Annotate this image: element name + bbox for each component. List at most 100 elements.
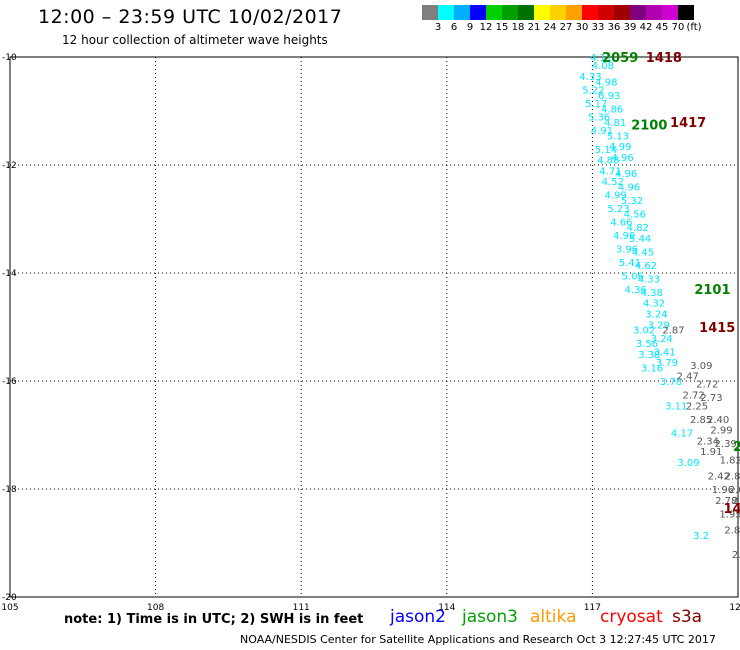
scale-swatch: [598, 5, 614, 20]
swh-value-label: 2.85: [725, 472, 740, 483]
scale-swatch: [582, 5, 598, 20]
swh-value-label: 4.91: [591, 126, 613, 137]
swh-value-label: 3.24: [645, 310, 667, 321]
pass-time-label: 2100: [631, 119, 667, 134]
swh-value-label: 3.29: [648, 320, 670, 331]
scale-swatch: [534, 5, 550, 20]
scale-swatch: [502, 5, 518, 20]
swh-value-label: 3.79: [656, 358, 678, 369]
scale-label: 30: [575, 22, 589, 33]
swh-value-label: 2.8: [724, 526, 740, 537]
lat-tick-label: -16: [2, 377, 17, 387]
swh-value-label: 3.96: [616, 245, 638, 256]
scale-label: 70: [671, 22, 685, 33]
swh-value-label: 5.22: [582, 85, 604, 96]
pass-time-label: 2059: [602, 51, 638, 66]
lat-tick-label: -20: [2, 593, 17, 603]
scale-label: 18: [511, 22, 525, 33]
swh-value-label: 1.91: [700, 447, 722, 458]
swh-value-label: 4.11: [590, 53, 612, 64]
scale-label: 24: [543, 22, 557, 33]
swh-value-label: 4.99: [604, 191, 626, 202]
swh-value-label: 2.25: [686, 401, 708, 412]
swh-value-label: 4.86: [601, 104, 623, 115]
scale-label: 42: [639, 22, 653, 33]
scale-label: 6: [450, 22, 458, 33]
scale-swatch: [470, 5, 486, 20]
swh-value-label: 2.39: [715, 439, 737, 450]
swh-value-label: 3.2: [693, 531, 709, 542]
scale-swatch: [630, 5, 646, 20]
page-title: 12:00 – 23:59 UTC 10/02/2017: [38, 6, 343, 28]
lon-tick-label: 111: [293, 603, 310, 613]
swh-value-label: 2.40: [707, 415, 729, 426]
swh-value-label: 3.02: [633, 326, 655, 337]
swh-value-label: 2.47: [677, 372, 699, 383]
swh-value-label: 3.24: [651, 334, 673, 345]
swh-value-label: 5.32: [621, 196, 643, 207]
swh-value-label: 4.32: [643, 299, 665, 310]
swh-value-label: 3.38: [638, 350, 660, 361]
page-subtitle: 12 hour collection of altimeter wave hei…: [62, 33, 328, 47]
swh-value-label: 2.87: [662, 326, 684, 337]
swh-value-label: 3.09: [677, 458, 699, 469]
swh-value-label: 3.78: [660, 377, 682, 388]
swh-value-label: 5.41: [619, 258, 641, 269]
swh-value-label: 4.96: [612, 153, 634, 164]
scale-swatch: [454, 5, 470, 20]
swh-value-label: 4.17: [671, 428, 693, 439]
swh-value-label: 4.99: [609, 142, 631, 153]
scale-label: 12: [479, 22, 493, 33]
swh-value-label: 5.17: [585, 99, 607, 110]
swh-value-label: 5.44: [629, 234, 651, 245]
note-text: note: 1) Time is in UTC; 2) SWH is in fe…: [64, 612, 364, 627]
swh-value-label: 4.56: [624, 210, 646, 221]
scale-label: 3: [434, 22, 442, 33]
pass-time-label: 141: [723, 502, 740, 517]
swh-value-label: 2.72: [682, 391, 704, 402]
swh-value-label: 4.66: [610, 218, 632, 229]
scale-label: 9: [466, 22, 474, 33]
lon-tick-label: 117: [584, 603, 601, 613]
lat-tick-label: -14: [2, 269, 17, 279]
swh-value-label: 3.16: [641, 364, 663, 375]
swh-value-label: 3.11: [665, 401, 687, 412]
swh-value-label: 4.81: [604, 118, 626, 129]
swh-value-label: 4.36: [624, 285, 646, 296]
swh-value-label: 4.82: [627, 223, 649, 234]
satellite-legend-altika: altika: [530, 607, 577, 627]
swh-value-label: 2.73: [700, 393, 722, 404]
pass-time-label: 2: [733, 440, 740, 455]
scale-label: 15: [495, 22, 509, 33]
swh-value-label: 4.62: [635, 261, 657, 272]
scale-label: 21: [527, 22, 541, 33]
scale-swatch: [422, 5, 438, 20]
scale-swatch: [662, 5, 678, 20]
swh-value-label: 4.96: [618, 183, 640, 194]
satellite-legend-cryosat: cryosat: [600, 607, 663, 627]
swh-value-label: 2.42: [708, 472, 730, 483]
swh-value-label: 5.36: [588, 112, 610, 123]
swh-value-label: 2.05: [729, 485, 740, 496]
swh-value-label: 5.23: [607, 204, 629, 215]
swh-value-label: 4.08: [592, 61, 614, 72]
satellite-legend-jason2: jason2: [390, 607, 446, 627]
scale-swatch: [550, 5, 566, 20]
swh-value-label: 1.82: [720, 455, 740, 466]
swh-value-label: 3.41: [653, 347, 675, 358]
wave-height-color-scale: [422, 5, 694, 20]
satellite-legend-s3a: s3a: [672, 607, 703, 627]
satellite-legend-jason3: jason3: [462, 607, 518, 627]
swh-value-label: 4.96: [615, 169, 637, 180]
lon-tick-label: 108: [147, 603, 164, 613]
pass-time-label: 2101: [694, 283, 730, 298]
swh-value-label: 5.06: [622, 272, 644, 283]
swh-value-label: 2.03: [732, 550, 740, 561]
swh-value-label: 4.38: [641, 288, 663, 299]
map-frame: [9, 56, 739, 598]
swh-value-label: 1.95: [719, 509, 740, 520]
scale-label: 36: [607, 22, 621, 33]
scale-swatch: [486, 5, 502, 20]
swh-value-label: 2.85: [690, 415, 712, 426]
